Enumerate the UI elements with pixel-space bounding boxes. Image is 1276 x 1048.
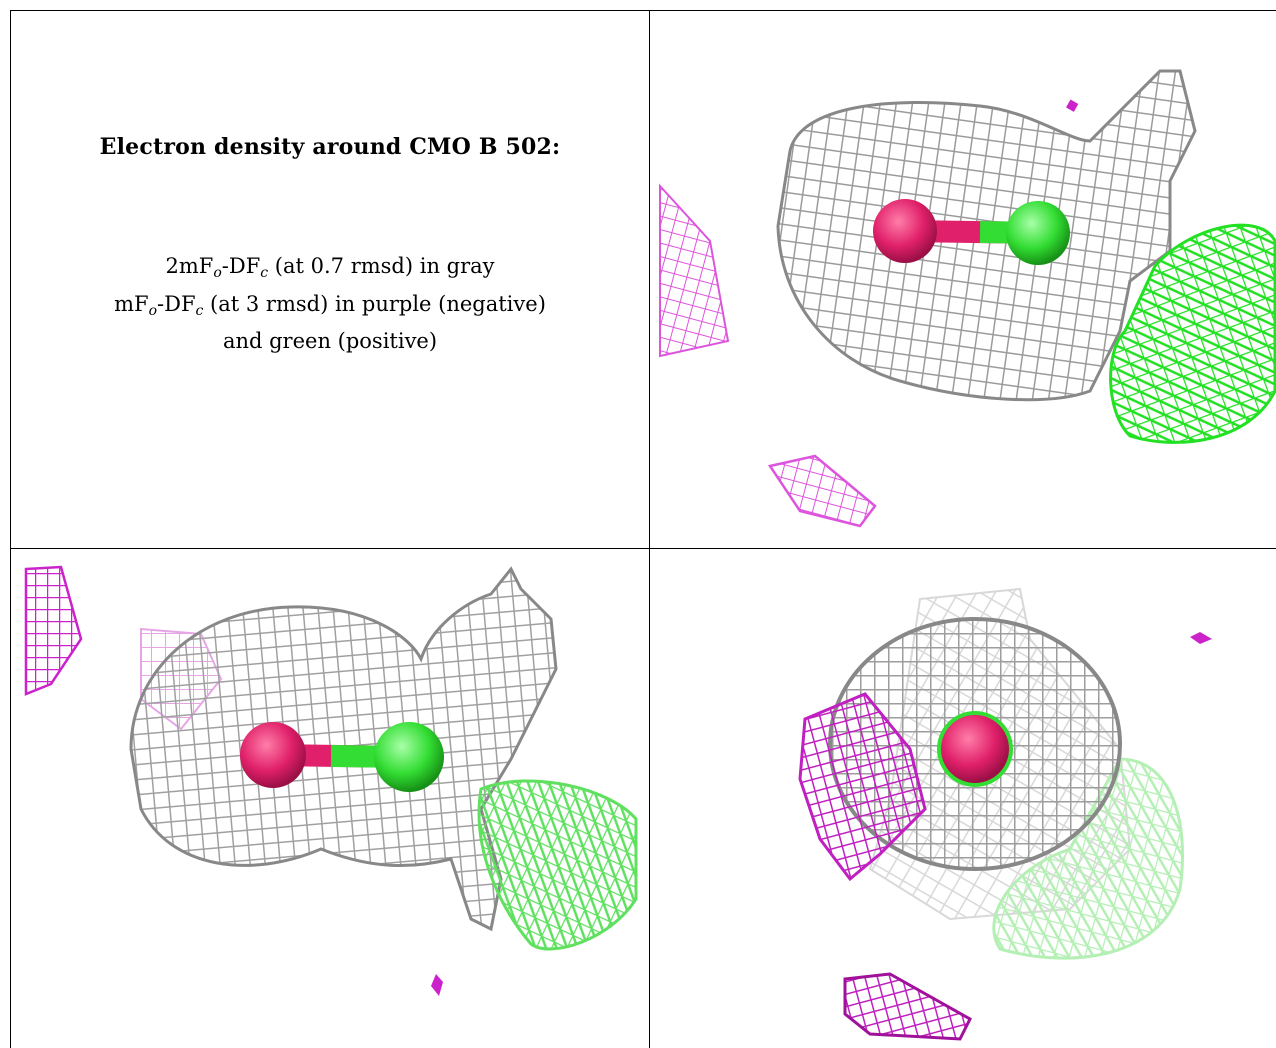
- grid-line-center: [649, 10, 650, 1048]
- view-bottom-left: [11, 549, 649, 1048]
- legend-text: (at 0.7 rmsd) in gray: [268, 254, 495, 278]
- positive-density-mesh: [1109, 223, 1276, 444]
- oxygen-atom: [941, 715, 1009, 783]
- positive-density-mesh: [477, 779, 638, 951]
- legend-line-fofc: mFo-DFc (at 3 rmsd) in purple (negative): [11, 292, 649, 319]
- negative-density-mesh: [24, 565, 83, 696]
- figure-grid: Electron density around CMO B 502: 2mFo-…: [10, 10, 1276, 1048]
- legend-text: -DF: [157, 292, 196, 316]
- caption: Electron density around CMO B 502: 2mFo-…: [11, 11, 649, 548]
- oxygen-atom: [873, 199, 937, 263]
- figure-title: Electron density around CMO B 502:: [99, 134, 561, 160]
- legend-subscript: c: [195, 303, 204, 319]
- view-top-right: [650, 11, 1276, 548]
- carbon-atom: [374, 722, 444, 792]
- negative-density-mesh: [843, 972, 972, 1041]
- legend-text: -DF: [221, 254, 261, 278]
- legend-subscript: o: [148, 303, 158, 319]
- caption-cell: Electron density around CMO B 502: 2mFo-…: [11, 11, 649, 548]
- view-bottom-right: [650, 549, 1276, 1048]
- legend-text: mF: [114, 292, 149, 316]
- grid-line-left: [10, 10, 11, 1048]
- density-render-3: [798, 587, 1212, 1041]
- density-render-1: [659, 69, 1276, 528]
- density-render-2: [24, 565, 638, 996]
- negative-density-blip: [431, 974, 443, 996]
- legend-subscript: o: [213, 265, 222, 281]
- negative-density-blip: [1066, 99, 1079, 112]
- negative-density-blip: [1190, 632, 1212, 644]
- negative-density-mesh: [798, 692, 927, 882]
- negative-density-mesh: [767, 454, 877, 528]
- carbon-atom: [1006, 201, 1070, 265]
- positive-density-mesh: [992, 757, 1184, 960]
- legend-line-colors: and green (positive): [222, 329, 438, 353]
- legend-subscript: c: [260, 265, 269, 281]
- oxygen-atom: [240, 722, 306, 788]
- legend-line-2fofc: 2mFo-DFc (at 0.7 rmsd) in gray: [11, 254, 649, 281]
- grid-line-middle: [10, 548, 1276, 549]
- legend-text: 2mF: [165, 254, 214, 278]
- grid-line-top: [10, 10, 1276, 11]
- legend-text: (at 3 rmsd) in purple (negative): [203, 292, 546, 316]
- negative-density-mesh: [659, 183, 730, 358]
